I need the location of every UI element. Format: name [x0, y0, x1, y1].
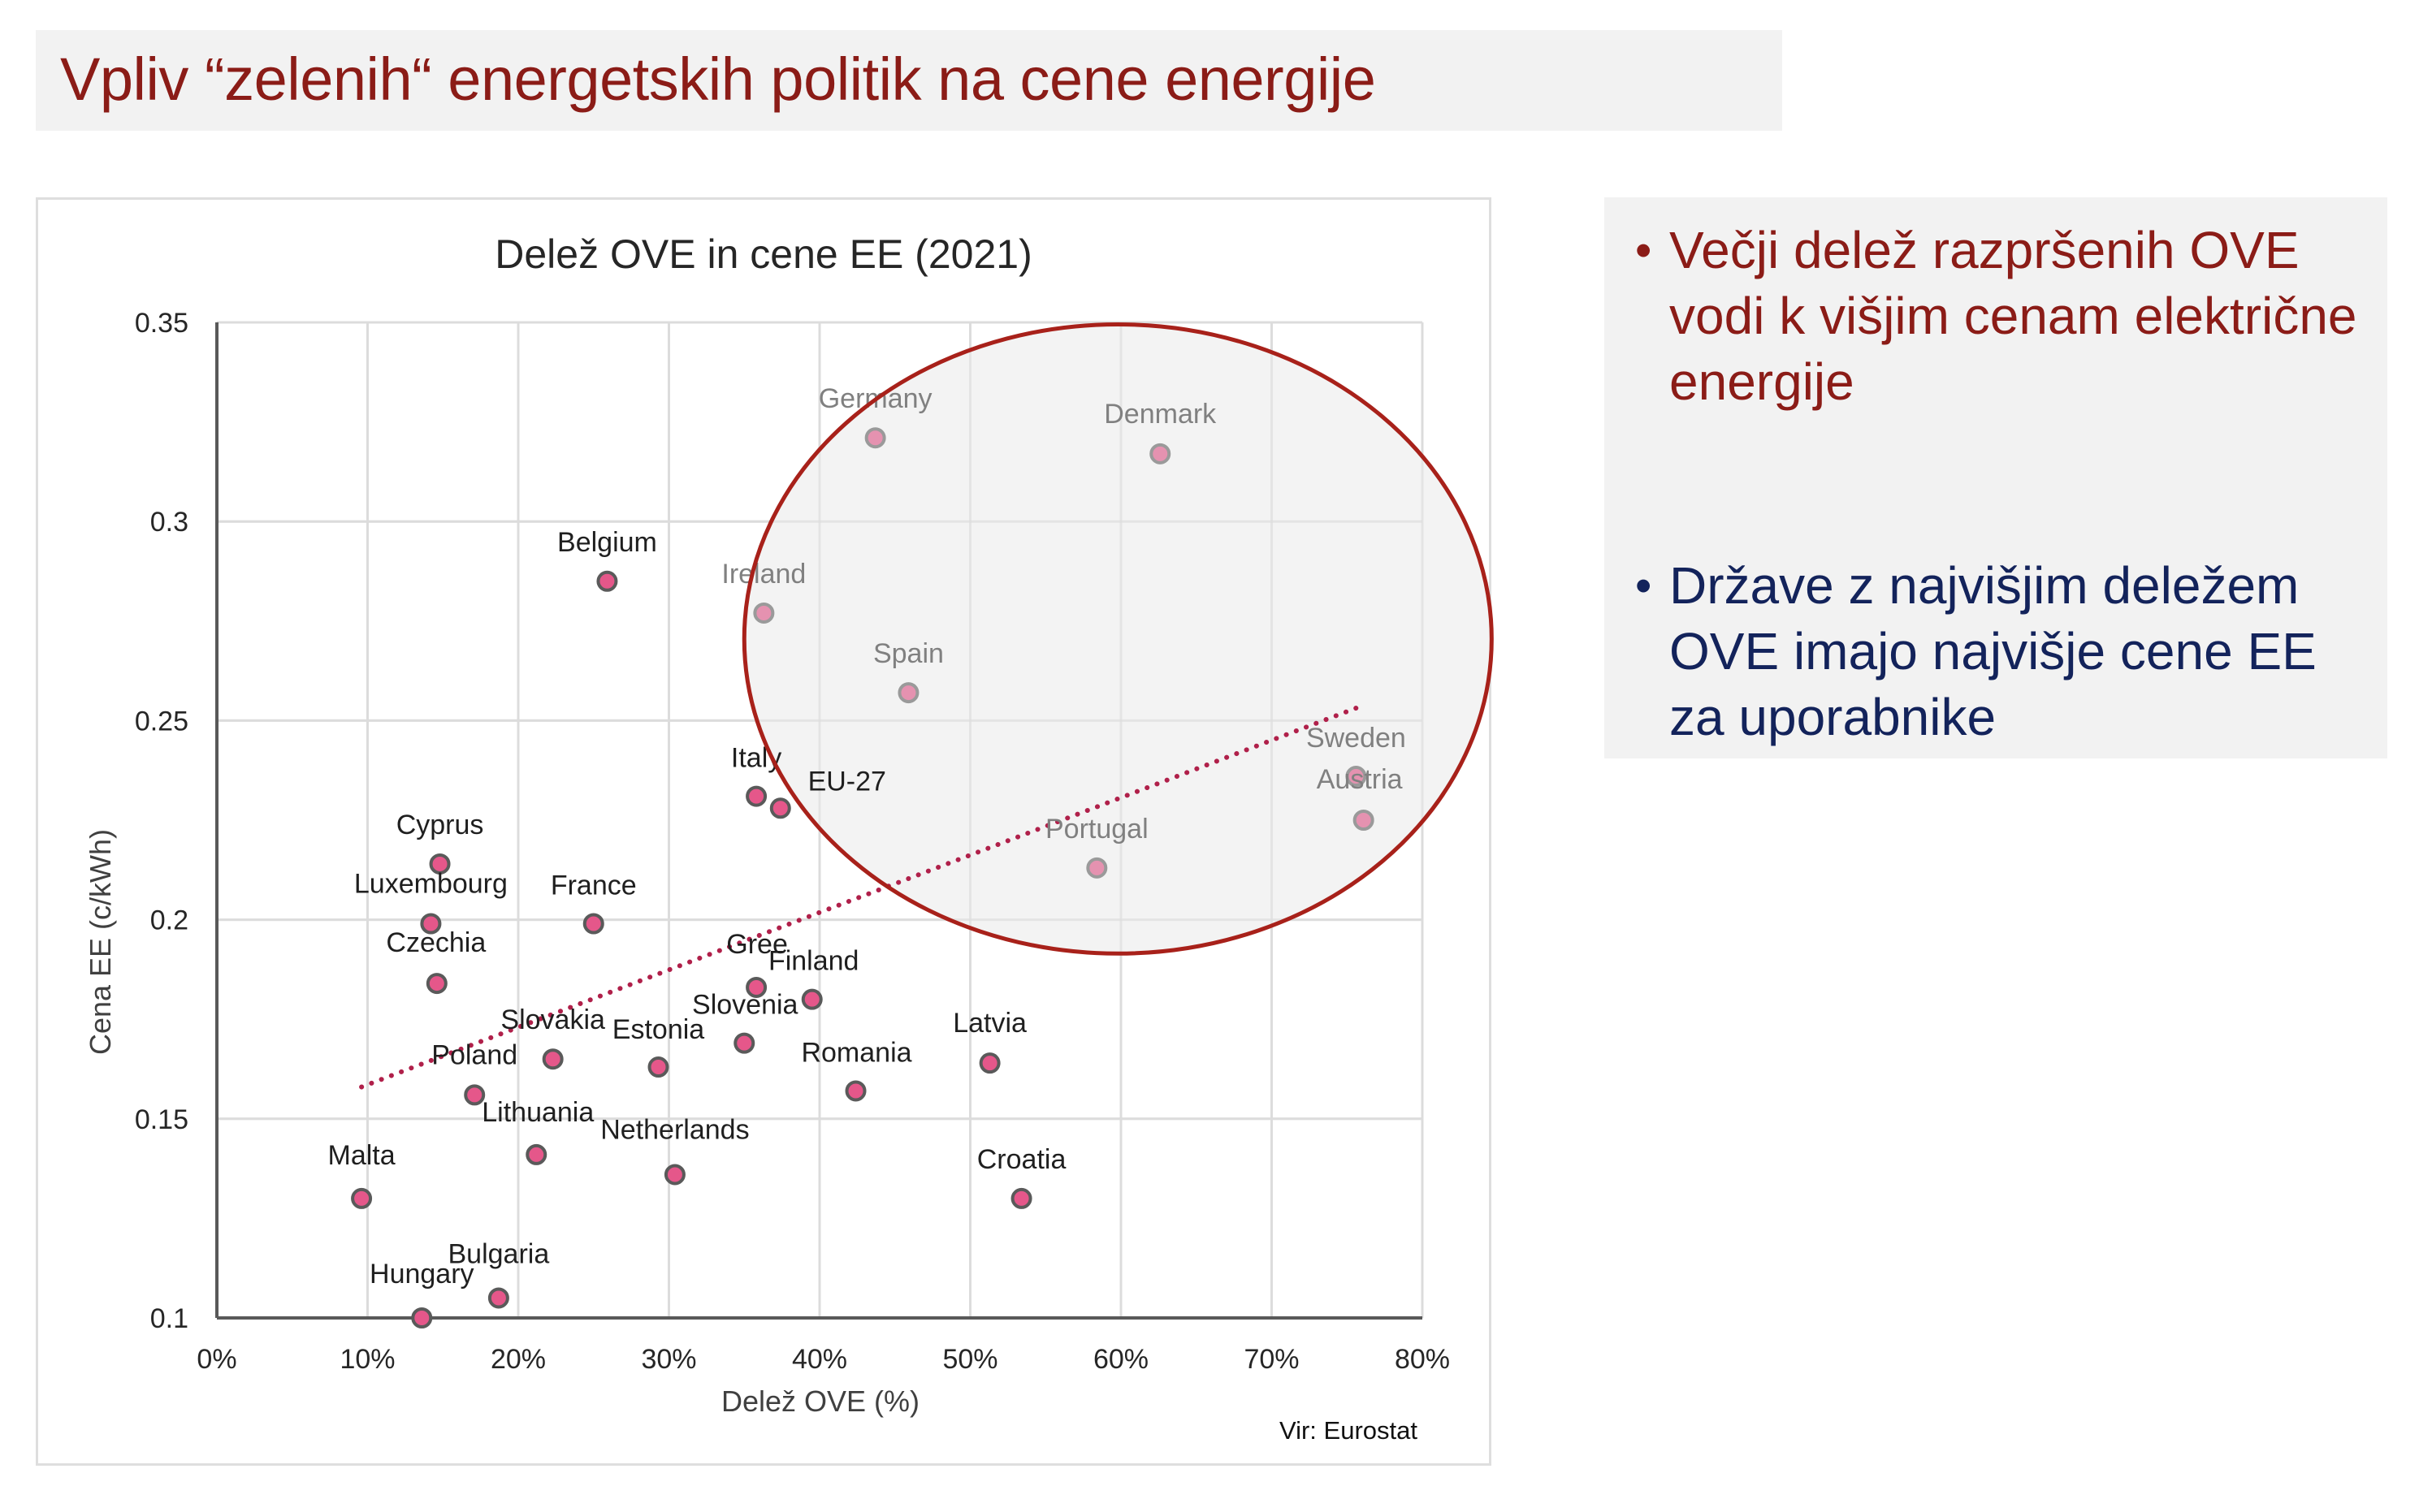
bullet-text: Večji delež razpršenih OVE vodi k višjim…: [1669, 221, 2357, 411]
data-point: [664, 1164, 686, 1186]
data-points: [351, 427, 1374, 1328]
data-label: Sweden: [1306, 723, 1406, 754]
data-label: Czechia: [386, 927, 486, 958]
data-point: [582, 913, 604, 935]
data-point: [429, 853, 451, 875]
data-label: Denmark: [1104, 399, 1217, 430]
data-label: EU-27: [808, 766, 886, 797]
data-point: [542, 1048, 564, 1070]
data-point: [420, 913, 442, 935]
y-tick-label: 0.15: [135, 1104, 188, 1135]
data-point: [351, 1187, 373, 1209]
data-point: [1149, 443, 1171, 464]
bullet-text: Države z najvišjim deležem OVE imajo naj…: [1669, 556, 2317, 746]
x-axis-title: Delež OVE (%): [721, 1385, 920, 1418]
data-label: France: [551, 870, 637, 901]
x-tick-label: 20%: [491, 1344, 546, 1375]
data-label: Belgium: [557, 527, 657, 558]
trendline: [359, 702, 1368, 1090]
highlight-ellipse-outline: [742, 322, 1494, 956]
data-label: Malta: [328, 1140, 396, 1171]
header-bar: Vpliv “zelenih“ energetskih politik na c…: [36, 30, 1782, 131]
key-points-panel: • Večji delež razpršenih OVE vodi k višj…: [1604, 197, 2387, 758]
data-label: Poland: [431, 1039, 517, 1070]
y-tick-label: 0.3: [150, 507, 188, 538]
data-label: Luxembourg: [354, 869, 508, 900]
x-tick-label: 80%: [1395, 1344, 1450, 1375]
y-tick-label: 0.2: [150, 905, 188, 936]
data-label: Portugal: [1045, 814, 1149, 845]
data-point: [1010, 1187, 1032, 1209]
data-point: [596, 570, 618, 592]
data-point: [411, 1307, 433, 1328]
data-point: [769, 797, 791, 819]
chart-title: Delež OVE in cene EE (2021): [495, 231, 1032, 277]
data-label: Hungary: [370, 1259, 474, 1290]
x-tick-label: 70%: [1244, 1344, 1299, 1375]
data-label: Romania: [801, 1037, 911, 1068]
bullet-icon: •: [1635, 224, 1652, 277]
data-point: [898, 682, 920, 704]
x-tick-label: 10%: [340, 1344, 395, 1375]
trendline-group: [359, 702, 1368, 1090]
data-point: [753, 602, 775, 624]
data-point: [1086, 857, 1108, 879]
y-tick-label: 0.25: [135, 706, 188, 737]
x-tick-label: 50%: [942, 1344, 997, 1375]
data-label: Spain: [873, 638, 944, 669]
data-label: Austria: [1317, 764, 1403, 795]
data-labels: Germany DenmarkBelgiumIrelandSpainSwedenI…: [328, 322, 1494, 1290]
x-tick-label: 60%: [1093, 1344, 1149, 1375]
data-point: [979, 1052, 1001, 1074]
data-label: Croatia: [977, 1144, 1067, 1175]
x-tick-label: 30%: [641, 1344, 696, 1375]
source-note: Vir: Eurostat: [1279, 1416, 1417, 1445]
data-point: [647, 1056, 669, 1078]
data-point: [487, 1287, 509, 1309]
data-point: [864, 427, 886, 449]
data-point: [746, 976, 768, 998]
x-tick-label: 0%: [197, 1344, 236, 1375]
highlight-ellipse-group: [217, 321, 1492, 1318]
data-point: [1345, 766, 1367, 788]
data-label: Ireland: [721, 559, 806, 590]
y-tick-label: 0.1: [150, 1303, 188, 1334]
data-point: [733, 1032, 755, 1054]
data-label: Cyprus: [396, 810, 484, 840]
data-label: Slovenia: [692, 990, 798, 1021]
y-tick-label: 0.35: [135, 308, 188, 339]
data-label: Netherlands: [600, 1114, 749, 1145]
data-label: Latvia: [953, 1008, 1027, 1039]
data-label: Gree: [726, 929, 788, 960]
x-tick-label: 40%: [792, 1344, 847, 1375]
data-label: Bulgaria: [448, 1238, 550, 1269]
bullet-icon: •: [1635, 559, 1652, 612]
data-label: Estonia: [612, 1014, 704, 1045]
data-point: [426, 973, 448, 995]
data-label: Slovakia: [500, 1004, 605, 1035]
data-point: [801, 988, 823, 1010]
highlight-ellipse-fill: [744, 324, 1492, 954]
data-point: [746, 785, 768, 807]
data-point: [464, 1084, 486, 1106]
page-title: Vpliv “zelenih“ energetskih politik na c…: [60, 45, 1376, 113]
data-point: [526, 1143, 547, 1165]
y-axis-title: Cena EE (c/kWh): [84, 829, 117, 1055]
data-label: Finland: [768, 946, 859, 977]
data-label: Lithuania: [482, 1097, 594, 1128]
data-point: [1352, 810, 1374, 831]
data-point: [845, 1080, 867, 1102]
